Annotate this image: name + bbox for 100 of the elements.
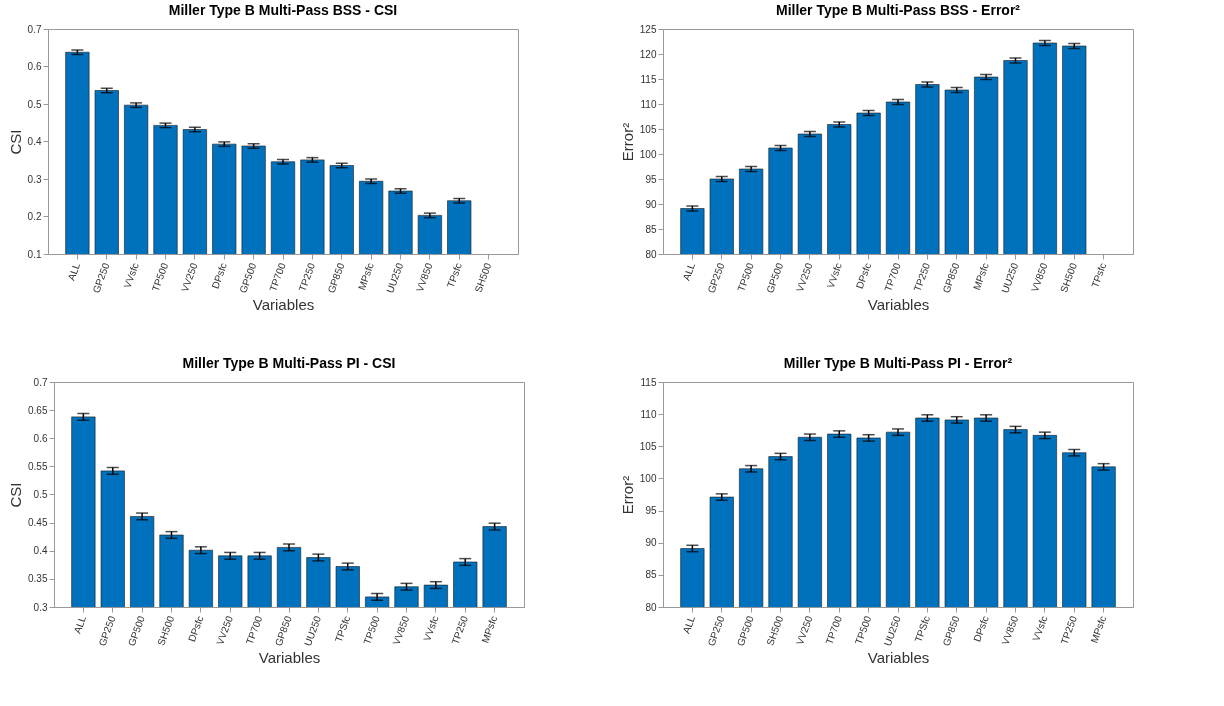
x-tick-label: TPsfc bbox=[1089, 261, 1109, 290]
x-tick-label: SH500 bbox=[764, 614, 786, 647]
x-tick-label: VV250 bbox=[178, 261, 200, 294]
y-tick-label: 0.7 bbox=[33, 376, 48, 388]
x-tick-label: TP250 bbox=[911, 261, 933, 293]
x-tick-label: MPsfc bbox=[355, 261, 376, 292]
x-tick-label: GP850 bbox=[940, 261, 962, 295]
x-tick-label: UU250 bbox=[384, 261, 406, 295]
x-tick-label: TP700 bbox=[823, 614, 845, 646]
x-tick-label: TP500 bbox=[735, 261, 756, 293]
y-tick-label: 0.4 bbox=[27, 136, 42, 147]
x-tick-label: TPSfc bbox=[912, 614, 933, 644]
x-tick-label: GP850 bbox=[272, 614, 294, 648]
y-tick-label: 0.2 bbox=[27, 211, 42, 222]
y-tick-label: 110 bbox=[640, 408, 657, 420]
x-tick-label: VVsfc bbox=[121, 261, 141, 290]
y-tick-label: 0.3 bbox=[33, 601, 48, 613]
x-tick-label: TP700 bbox=[267, 261, 288, 293]
y-axis-title: Error² bbox=[618, 475, 636, 515]
y-tick-label: 80 bbox=[645, 248, 657, 260]
y-tick-label: 0.4 bbox=[33, 545, 48, 557]
x-tick-label: GP500 bbox=[125, 614, 147, 648]
x-tick-label: VVsfc bbox=[421, 614, 441, 643]
x-axis-title: Variables bbox=[867, 296, 930, 314]
y-tick-label: 115 bbox=[640, 376, 657, 388]
y-tick-label: 0.1 bbox=[27, 248, 42, 260]
x-tick-label: GP850 bbox=[325, 261, 347, 295]
y-tick-label: 0.5 bbox=[27, 98, 42, 110]
y-tick-label: 95 bbox=[645, 505, 657, 517]
x-tick-label: SH500 bbox=[1058, 261, 1080, 294]
x-tick-label: VV250 bbox=[793, 614, 815, 647]
x-tick-label: ALL bbox=[71, 614, 89, 635]
y-tick-label: 85 bbox=[645, 223, 657, 235]
x-tick-label: TP250 bbox=[1058, 614, 1080, 646]
y-tick-label: 120 bbox=[639, 48, 657, 60]
x-tick-label: VV250 bbox=[793, 261, 815, 294]
x-tick-label: VV850 bbox=[413, 261, 435, 294]
x-tick-label: VVsfc bbox=[824, 261, 844, 290]
y-tick-label: 0.6 bbox=[33, 432, 48, 444]
chart-title: Miller Type B Multi-Pass BSS - Error² bbox=[775, 2, 1021, 18]
x-tick-label: TPSfc bbox=[332, 614, 353, 644]
x-axis-title: Variables bbox=[867, 649, 930, 667]
x-tick-label: MPsfc bbox=[1088, 614, 1109, 645]
y-tick-label: 125 bbox=[639, 23, 657, 35]
x-axis-title: Variables bbox=[258, 649, 321, 667]
x-tick-label: DPsfc bbox=[209, 261, 229, 291]
y-axis-title: CSI bbox=[7, 482, 25, 508]
x-tick-label: UU250 bbox=[302, 614, 324, 648]
x-tick-label: DPsfc bbox=[853, 261, 874, 291]
y-tick-label: 0.6 bbox=[27, 61, 42, 72]
x-tick-label: VV850 bbox=[390, 614, 412, 647]
y-tick-label: 0.3 bbox=[27, 173, 42, 185]
x-tick-label: VVsfc bbox=[1030, 614, 1050, 643]
x-tick-label: GP250 bbox=[90, 261, 112, 295]
x-tick-label: VV850 bbox=[1028, 261, 1050, 294]
y-tick-label: 0.7 bbox=[27, 23, 42, 35]
x-axis-title: Variables bbox=[252, 296, 315, 314]
x-tick-label: TP500 bbox=[149, 261, 171, 293]
y-tick-label: 105 bbox=[639, 123, 657, 135]
x-tick-label: DPsfc bbox=[971, 614, 991, 644]
x-tick-label: TP700 bbox=[882, 261, 903, 293]
x-tick-label: ALL bbox=[65, 261, 83, 282]
x-tick-label: GP500 bbox=[237, 261, 259, 295]
x-tick-label: VV250 bbox=[214, 614, 236, 647]
y-tick-label: 0.45 bbox=[28, 517, 48, 529]
y-axis-title: CSI bbox=[6, 129, 24, 155]
x-tick-label: GP500 bbox=[734, 614, 756, 648]
x-tick-label: GP250 bbox=[705, 261, 727, 295]
y-tick-label: 0.65 bbox=[28, 404, 48, 416]
x-tick-label: DPsfc bbox=[186, 614, 206, 644]
y-tick-label: 85 bbox=[645, 569, 657, 581]
x-tick-label: TP250 bbox=[296, 261, 318, 293]
y-tick-label: 0.55 bbox=[28, 460, 48, 472]
x-tick-label: UU250 bbox=[881, 614, 903, 648]
chart-title: Miller Type B Multi-Pass PI - Error² bbox=[783, 355, 1013, 371]
y-tick-label: 90 bbox=[645, 537, 657, 549]
y-tick-label: 80 bbox=[645, 601, 657, 613]
y-tick-label: 105 bbox=[639, 440, 657, 452]
y-tick-label: 0.35 bbox=[28, 573, 48, 585]
y-tick-label: 0.5 bbox=[33, 489, 48, 500]
x-tick-label: TP500 bbox=[852, 614, 874, 646]
x-tick-label: GP850 bbox=[940, 614, 962, 648]
x-tick-label: MPsfc bbox=[479, 614, 500, 645]
x-tick-label: SH500 bbox=[472, 261, 494, 294]
x-tick-label: GP500 bbox=[764, 261, 786, 295]
y-tick-label: 115 bbox=[640, 73, 657, 85]
x-tick-label: ALL bbox=[680, 614, 698, 635]
x-tick-label: TP250 bbox=[449, 614, 471, 646]
chart-title: Miller Type B Multi-Pass PI - CSI bbox=[182, 355, 396, 371]
x-tick-label: TP700 bbox=[243, 614, 265, 646]
y-axis-title: Error² bbox=[618, 122, 636, 162]
y-tick-label: 90 bbox=[645, 198, 657, 210]
y-tick-label: 100 bbox=[639, 148, 657, 160]
x-tick-label: UU250 bbox=[999, 261, 1021, 295]
x-tick-label: GP250 bbox=[705, 614, 727, 648]
y-tick-label: 100 bbox=[639, 472, 657, 484]
x-tick-label: ALL bbox=[680, 261, 698, 282]
x-tick-label: GP250 bbox=[96, 614, 118, 648]
x-tick-label: SH500 bbox=[155, 614, 177, 647]
chart-title: Miller Type B Multi-Pass BSS - CSI bbox=[168, 2, 398, 18]
